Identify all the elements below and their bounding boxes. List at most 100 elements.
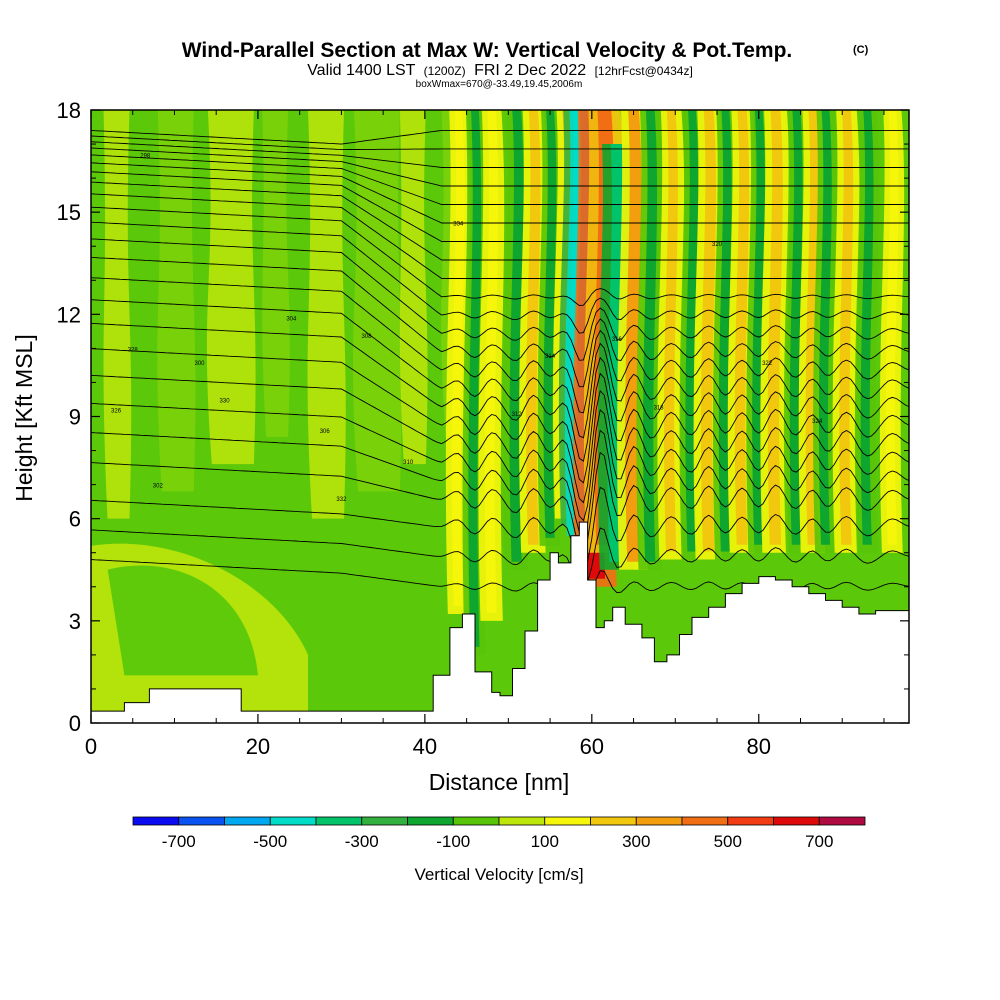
colorbar-swatch: [590, 816, 637, 826]
theta-contour: [91, 322, 909, 462]
velocity-cell-core: [767, 110, 783, 545]
velocity-cell-core: [468, 110, 482, 647]
theta-contour: [91, 256, 909, 388]
colorbar-swatch: [224, 816, 271, 826]
theta-contour: [91, 451, 909, 552]
colorbar-swatch: [498, 816, 546, 826]
theta-contour: [91, 486, 909, 571]
velocity-cell-core: [885, 110, 899, 545]
velocity-cell: [854, 110, 880, 553]
velocity-cell-core: [805, 110, 821, 545]
x-tick-label: 0: [85, 734, 97, 759]
forecast-info: [12hrFcst@0434z]: [595, 64, 693, 78]
copyright-mark: (C): [853, 44, 869, 56]
colorbar-tick-label: -100: [436, 832, 470, 851]
colorbar-swatch: [452, 816, 500, 826]
x-axis: 0 20 40 60 80: [85, 110, 885, 759]
velocity-cell-core: [718, 110, 732, 552]
velocity-cell-core: [451, 110, 465, 607]
x-tick-label: 40: [413, 734, 437, 759]
theta-contour: [91, 181, 909, 261]
theta-contour: [91, 277, 909, 414]
colorbar-swatch: [818, 816, 866, 826]
x-tick-label: 20: [246, 734, 270, 759]
theta-label: 300: [195, 361, 206, 367]
colorbar-swatch: [407, 816, 454, 826]
theta-contour-labels: 298 300 302 304 306 308 310 312 314 316 318 320 322 3…: [111, 153, 823, 503]
colorbar-tick-label: -300: [345, 832, 379, 851]
theta-label: 334: [453, 221, 464, 227]
velocity-cell-core: [752, 110, 766, 545]
colorbar-swatch: [361, 816, 408, 826]
theta-label: 308: [361, 334, 372, 340]
colorbar-swatch: [544, 816, 591, 826]
theta-contour: [91, 348, 909, 484]
y-tick-label: 18: [57, 98, 81, 123]
theta-contour: [91, 402, 909, 522]
vertical-velocity-cells: [445, 110, 905, 655]
colorbar-tick-label: 100: [531, 832, 559, 851]
colorbar-tick-label: -700: [162, 832, 196, 851]
colorbar-swatch: [178, 816, 225, 826]
velocity-cell-core: [700, 110, 717, 552]
theta-contour: [91, 193, 909, 279]
colorbar-swatch: [315, 816, 363, 826]
theta-contour: [91, 299, 909, 439]
streak: [157, 110, 196, 492]
y-axis: 0 3 6 9 12 15 18: [57, 98, 909, 736]
streak: [262, 110, 290, 437]
theta-contours: [91, 129, 909, 604]
theta-label: 302: [153, 484, 164, 490]
theta-label: 316: [612, 337, 623, 343]
velocity-cell-core: [818, 110, 832, 545]
streak: [103, 110, 132, 519]
theta-label: 322: [762, 361, 773, 367]
theta-label: 328: [128, 347, 139, 353]
velocity-cell: [879, 110, 905, 553]
colorbar-tick-label: 300: [622, 832, 650, 851]
theta-contour: [91, 206, 909, 306]
theta-contour: [91, 374, 909, 504]
colorbar-tick-label: -500: [253, 832, 287, 851]
colorbar-swatch: [132, 816, 180, 826]
plot-area: 298 300 302 304 306 308 310 312 314 316 318 320 322 3…: [91, 110, 909, 723]
y-axis-label: Height [Kft MSL]: [11, 334, 37, 501]
y-tick-label: 3: [69, 609, 81, 634]
colorbar-swatch: [773, 816, 820, 826]
theta-contour: [91, 221, 909, 334]
theta-contour: [91, 154, 909, 205]
theta-contour: [91, 147, 909, 187]
colorbar-label: Vertical Velocity [cm/s]: [414, 865, 583, 884]
theta-label: 310: [403, 460, 414, 466]
theta-contour: [91, 129, 909, 145]
colorbar-tick-label: 500: [714, 832, 742, 851]
y-tick-label: 6: [69, 507, 81, 532]
streak: [307, 110, 346, 519]
y-tick-label: 9: [69, 405, 81, 430]
colorbar-swatch: [727, 816, 774, 826]
streak: [206, 110, 256, 465]
theta-label: 318: [654, 405, 665, 411]
colorbar: -700 -500 -300 -100 100 300 500 700: [132, 816, 866, 851]
theta-contour: [91, 238, 909, 361]
theta-contour: [91, 527, 909, 589]
box-info: boxWmax=670@-33.49,19.45,2006m: [416, 79, 583, 90]
colorbar-swatch: [635, 816, 683, 826]
x-tick-label: 60: [580, 734, 604, 759]
colorbar-swatch: [681, 816, 729, 826]
theta-contour: [91, 141, 909, 168]
theta-label: 314: [545, 354, 556, 360]
theta-label: 320: [712, 242, 723, 248]
mid-zone: [107, 565, 258, 676]
theta-label: 330: [220, 398, 231, 404]
x-tick-label: 80: [747, 734, 771, 759]
velocity-cell: [657, 110, 685, 560]
valid-time-line: Valid 1400 LST (1200Z) FRI 2 Dec 2022 [1…: [307, 62, 693, 79]
theta-label: 326: [111, 409, 122, 415]
colorbar-tick-label: 700: [805, 832, 833, 851]
terrain-mask: [91, 521, 909, 723]
y-tick-label: 12: [57, 302, 81, 327]
theta-contour: [91, 135, 909, 151]
y-tick-label: 0: [69, 711, 81, 736]
